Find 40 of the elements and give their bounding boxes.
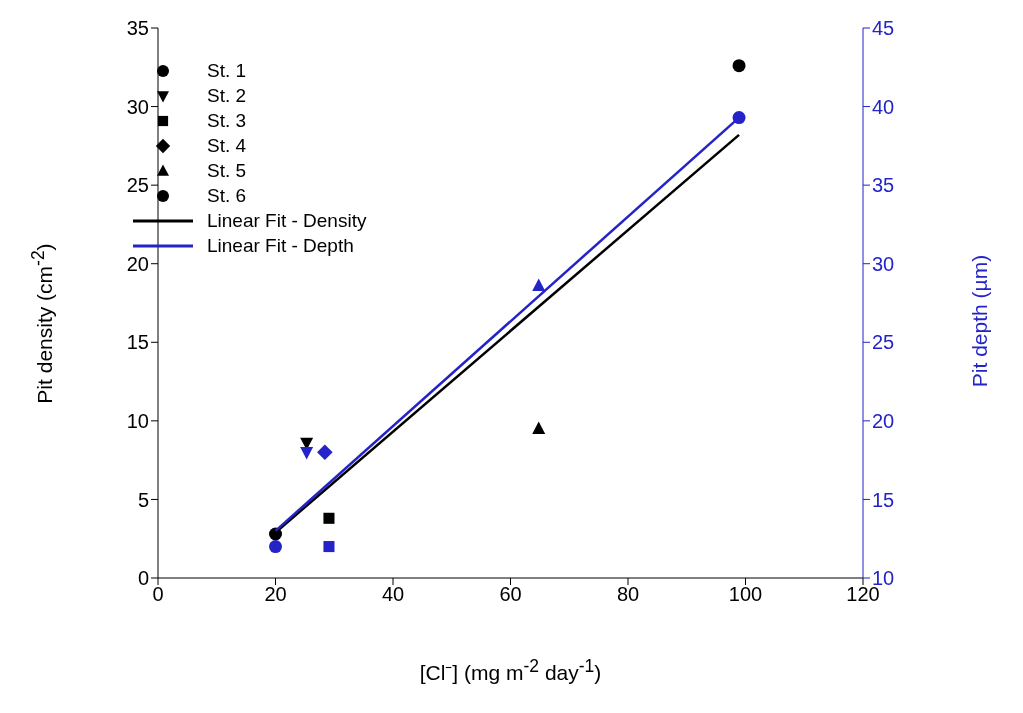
legend-label: St. 2 <box>207 84 247 107</box>
y-tick-label: 0 <box>137 567 149 590</box>
legend-label: St. 4 <box>207 134 247 157</box>
x-tick-label: 0 <box>152 583 164 606</box>
legend-label: St. 6 <box>207 184 247 207</box>
y2-tick-label: 15 <box>872 488 895 511</box>
point <box>323 541 335 553</box>
point <box>269 540 282 554</box>
y2-tick-label: 40 <box>872 95 895 118</box>
x-tick-label: 80 <box>616 583 640 606</box>
point <box>323 512 335 524</box>
legend-label: St. 3 <box>207 109 247 132</box>
y-tick-label: 10 <box>126 409 149 432</box>
y2-tick-label: 25 <box>872 331 895 354</box>
y2-tick-label: 20 <box>872 409 895 432</box>
point <box>732 59 746 73</box>
y2-tick-label: 45 <box>872 17 895 40</box>
x-tick-label: 40 <box>381 583 405 606</box>
x-tick-label: 100 <box>728 583 763 606</box>
y2-axis-title: Pit depth (µm) <box>968 253 992 390</box>
point <box>300 447 314 460</box>
y-tick-label: 15 <box>126 331 149 354</box>
legend-label: St. 5 <box>207 159 247 182</box>
legend-label: Linear Fit - Depth <box>207 234 354 257</box>
x-axis-title: [Cl⁻] (mg m$^{-2}$ day$^{-1}$) <box>418 656 603 686</box>
y2-tick-label: 35 <box>872 174 895 197</box>
y-tick-label: 35 <box>126 17 149 40</box>
y-tick-label: 20 <box>126 252 149 275</box>
legend-label: Linear Fit - Density <box>207 209 367 232</box>
x-tick-label: 60 <box>499 583 522 606</box>
y2-tick-label: 30 <box>872 252 895 275</box>
point <box>732 111 746 125</box>
point <box>532 278 546 291</box>
y-tick-label: 5 <box>137 488 149 511</box>
point <box>532 421 546 434</box>
legend-label: St. 1 <box>207 59 247 82</box>
y-tick-label: 25 <box>126 174 149 197</box>
y-tick-label: 30 <box>126 95 149 118</box>
point <box>317 444 333 461</box>
x-tick-label: 20 <box>264 583 287 606</box>
